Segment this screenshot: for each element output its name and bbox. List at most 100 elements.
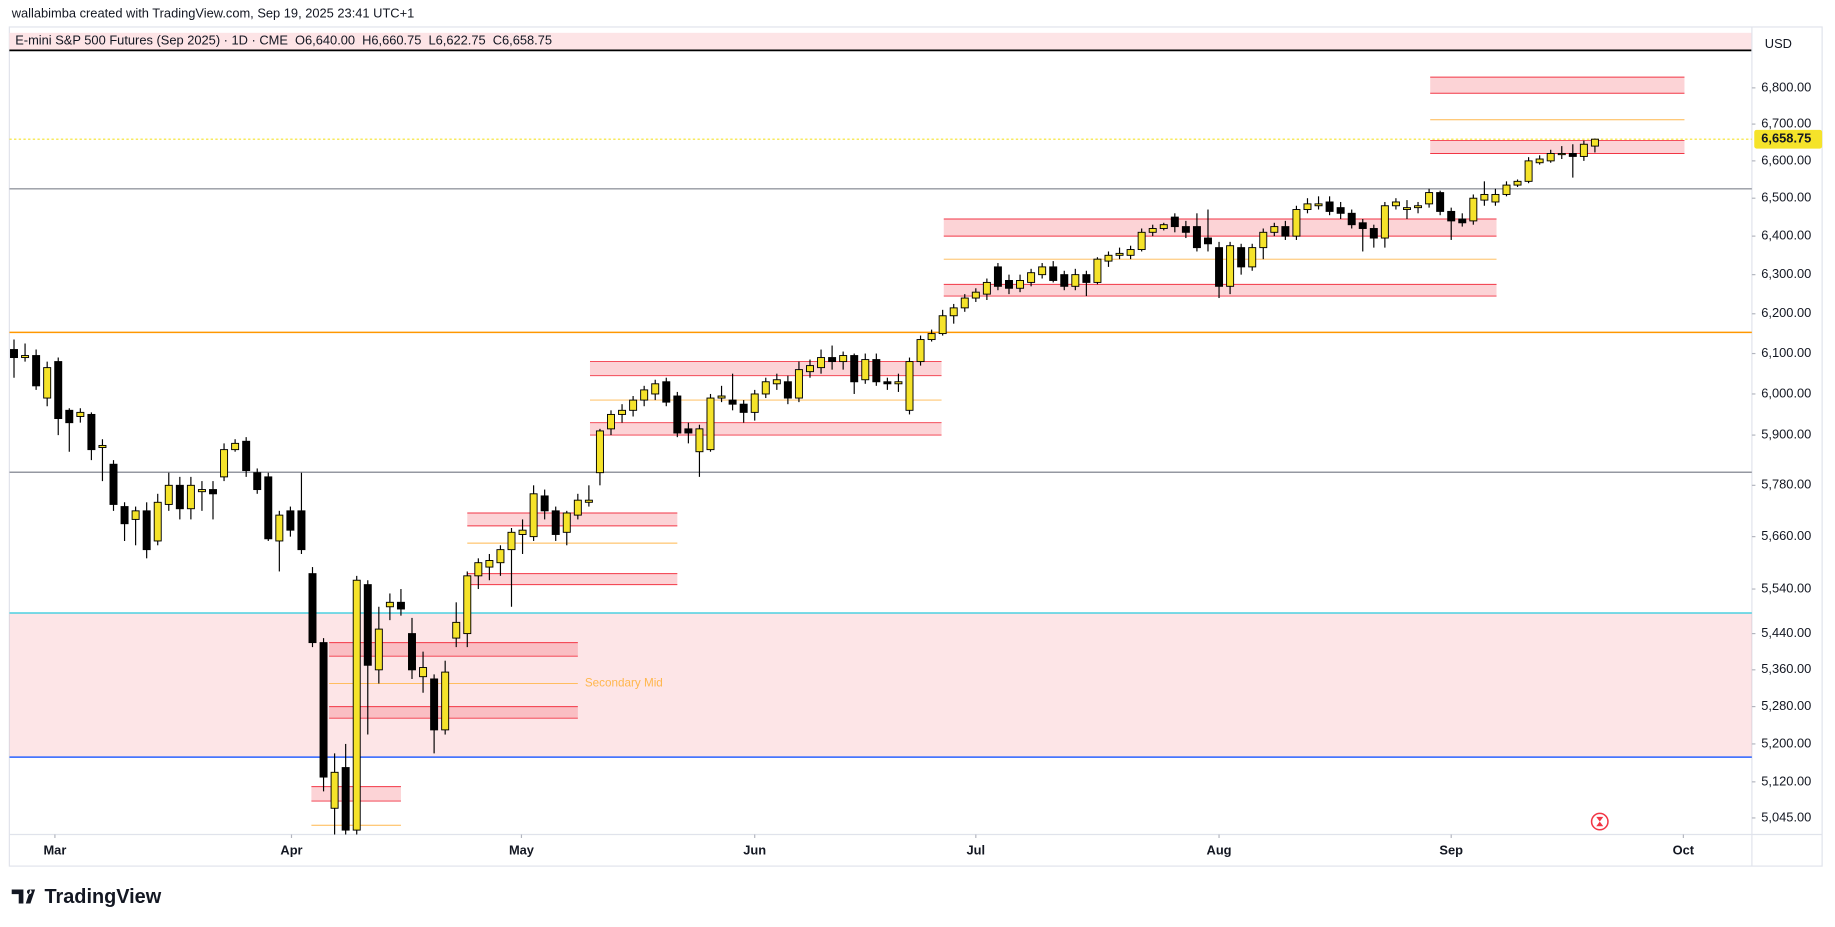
candle-body	[419, 667, 428, 678]
candle-body	[927, 333, 936, 341]
candle-body	[1049, 266, 1058, 281]
candle-body	[695, 428, 704, 453]
candle-body	[607, 413, 615, 430]
legend-band	[9, 32, 1752, 51]
candle-body	[529, 493, 538, 538]
y-tick-label: 5,660.00	[1761, 528, 1811, 543]
candle-body	[551, 510, 560, 535]
candle-body	[971, 291, 980, 299]
candle-body	[1535, 158, 1544, 164]
y-tick-label: 6,200.00	[1761, 305, 1811, 320]
candle-body	[651, 383, 660, 395]
frame	[8, 26, 1823, 867]
candle-body	[1325, 201, 1334, 212]
y-tick-label: 5,200.00	[1761, 735, 1811, 750]
candle-body	[408, 633, 416, 671]
y-tick-label: 5,900.00	[1761, 426, 1811, 441]
candle-body	[87, 413, 96, 451]
candle-body	[1060, 274, 1069, 287]
candle-body	[485, 560, 494, 568]
candle-body	[1071, 274, 1080, 287]
candle-body	[518, 529, 527, 535]
candle-body	[540, 495, 549, 512]
candle-body	[905, 361, 914, 411]
candle-body	[993, 266, 1002, 287]
logo: TradingView	[44, 886, 161, 908]
candle-body	[452, 621, 461, 639]
legend: E-mini S&P 500 Futures (Sep 2025) · 1D ·…	[15, 33, 552, 48]
candle-body	[319, 642, 328, 778]
candle-body	[640, 389, 649, 401]
zone	[589, 422, 942, 436]
candle-body	[1192, 226, 1201, 249]
x-tick-label: Jun	[743, 842, 766, 857]
candle-body	[717, 395, 726, 399]
candle-body	[120, 506, 129, 525]
candle-body	[341, 767, 350, 831]
candle-body	[562, 512, 571, 533]
candle-body	[186, 484, 195, 510]
candle-body	[1281, 226, 1290, 237]
candle-body	[363, 584, 372, 666]
candle-body	[1436, 192, 1445, 212]
candle-body	[1137, 231, 1146, 251]
candle-body	[430, 678, 439, 731]
legend-close: C6,658.75	[493, 33, 552, 48]
candle-body	[1590, 138, 1599, 147]
candle-body	[839, 355, 848, 363]
logo-icon	[11, 889, 36, 904]
candle-body	[1469, 197, 1478, 222]
y-tick-label: 6,000.00	[1761, 385, 1811, 400]
legend-title: E-mini S&P 500 Futures (Sep 2025) · 1D ·…	[15, 33, 288, 48]
axes: 6,800.00 6,700.00 6,600.00 6,500.00 6,400.00…	[43, 79, 1823, 857]
candle-body	[1336, 207, 1345, 214]
candle-body	[507, 531, 516, 551]
candle-body	[1016, 280, 1025, 289]
y-tick-label: 5,780.00	[1761, 477, 1811, 492]
candle-body	[595, 430, 604, 474]
candle-body	[385, 601, 394, 608]
candle-body	[1403, 207, 1411, 210]
candle-body	[1502, 184, 1511, 195]
candle-body	[783, 381, 792, 399]
candle-body	[706, 397, 715, 451]
mid-label: Secondary Mid	[585, 677, 663, 690]
candle-body	[1513, 180, 1522, 186]
candle-body	[297, 510, 306, 551]
candle-body	[1380, 205, 1389, 239]
candle-body	[761, 381, 770, 395]
candle-body	[1425, 192, 1434, 205]
countdown-icon	[1590, 812, 1609, 831]
candle-body	[949, 307, 958, 317]
candle-body	[396, 601, 405, 610]
candle-body	[175, 484, 184, 510]
candle-body	[441, 671, 450, 731]
candle-body	[164, 484, 173, 505]
candle-body	[861, 359, 870, 381]
y-tick-label: 6,700.00	[1761, 116, 1811, 131]
candle-body	[109, 463, 118, 505]
y-tick-label: 6,500.00	[1761, 190, 1811, 205]
candle-body	[1369, 228, 1378, 239]
candle-body	[629, 399, 638, 411]
candle-body	[275, 514, 284, 542]
candle-body	[10, 349, 18, 359]
candle-body	[772, 379, 781, 385]
candle-body	[286, 510, 295, 531]
candle-body	[1248, 247, 1257, 268]
zone	[1430, 140, 1685, 154]
candle-body	[1491, 193, 1500, 203]
zone	[467, 573, 678, 585]
candle-body	[662, 381, 671, 403]
candle-body	[1447, 210, 1456, 222]
candle-body	[794, 369, 803, 399]
candle-body	[982, 281, 991, 295]
candle-body	[1347, 212, 1356, 226]
candle-body	[1270, 226, 1279, 233]
candle-body	[43, 367, 52, 399]
candle-body	[1414, 205, 1423, 209]
candle-body	[1181, 226, 1190, 233]
x-tick-label: Sep	[1439, 842, 1463, 857]
last-price-label: 6,658.75	[1761, 131, 1811, 146]
candle-body	[131, 510, 140, 520]
